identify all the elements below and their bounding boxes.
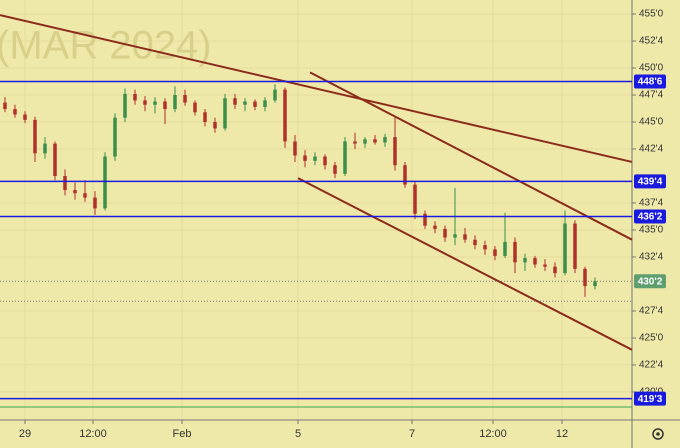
- y-tick-label: 435'0: [639, 225, 664, 236]
- candle-body: [493, 249, 497, 256]
- y-tick-label: 455'0: [639, 9, 664, 20]
- candle-body: [13, 109, 17, 115]
- candle-body: [423, 213, 427, 226]
- candle-body: [323, 156, 327, 166]
- candle-body: [363, 139, 367, 144]
- level-label: 439'4: [638, 177, 663, 188]
- x-tick-label: 7: [409, 428, 415, 440]
- candle-body: [453, 234, 457, 238]
- candle-body: [343, 141, 347, 174]
- candle-body: [23, 114, 27, 120]
- candle-body: [373, 139, 377, 143]
- candle-body: [203, 112, 207, 123]
- y-tick-label: 450'0: [639, 63, 664, 74]
- candle-body: [523, 258, 527, 263]
- candle-body: [123, 93, 127, 118]
- candle-body: [353, 141, 357, 144]
- x-tick-label: 12:00: [479, 428, 507, 440]
- y-tick-label: 447'4: [639, 90, 664, 101]
- candle-body: [3, 102, 7, 110]
- candle-body: [553, 266, 557, 274]
- candle-body: [143, 100, 147, 105]
- y-tick-label: 432'4: [639, 252, 664, 263]
- candle-body: [563, 223, 567, 274]
- level-label-box: [634, 174, 666, 189]
- candle-body: [463, 234, 467, 240]
- candle-body: [543, 264, 547, 267]
- candle-body: [333, 165, 337, 174]
- candle-body: [93, 197, 97, 209]
- last-price-label: 430'2: [638, 276, 663, 287]
- candle-body: [393, 137, 397, 166]
- y-tick-label: 452'4: [639, 36, 664, 47]
- candle-body: [473, 239, 477, 246]
- candle-body: [283, 89, 287, 142]
- watermark: (MAR 2024): [0, 24, 212, 68]
- level-label-box: [634, 391, 666, 406]
- candle-body: [513, 241, 517, 263]
- candle-body: [193, 102, 197, 113]
- candle-body: [413, 184, 417, 214]
- level-label: 419'3: [638, 394, 663, 405]
- candle-body: [113, 117, 117, 157]
- y-tick-label: 425'0: [639, 333, 664, 344]
- gear-icon[interactable]: [652, 428, 664, 440]
- candle-body: [483, 245, 487, 250]
- candle-body: [153, 101, 157, 105]
- candle-body: [583, 268, 587, 287]
- candle-body: [433, 225, 437, 229]
- level-label: 448'6: [638, 77, 663, 88]
- candle-body: [73, 190, 77, 194]
- candle-body: [183, 95, 187, 103]
- level-label-box: [634, 209, 666, 224]
- candle-body: [83, 193, 87, 198]
- x-tick-label: 12: [556, 428, 568, 440]
- candle-body: [593, 281, 597, 287]
- candle-body: [443, 228, 447, 238]
- settings-button[interactable]: [652, 428, 664, 440]
- candle-body: [173, 95, 177, 110]
- candle-body: [53, 143, 57, 176]
- grid: [0, 0, 632, 420]
- candle-body: [503, 241, 507, 256]
- candle-body: [293, 141, 297, 156]
- candle-body: [303, 155, 307, 161]
- candle-body: [243, 101, 247, 105]
- candle-body: [313, 156, 317, 161]
- candle-body: [403, 165, 407, 185]
- candle-body: [133, 93, 137, 101]
- candle-body: [253, 101, 257, 107]
- candle-body: [43, 143, 47, 154]
- y-tick-label: 427'4: [639, 306, 664, 317]
- trend-line: [309, 71, 633, 241]
- last-price-box: [634, 274, 666, 289]
- trend-line: [297, 177, 633, 351]
- x-tick-label: 12:00: [79, 428, 107, 440]
- level-label: 436'2: [638, 212, 663, 223]
- y-tick-label: 422'4: [639, 360, 664, 371]
- candle-body: [33, 119, 37, 154]
- candle-body: [263, 100, 267, 107]
- x-tick-label: 5: [295, 428, 301, 440]
- candle-body: [63, 175, 67, 191]
- trend-line: [0, 14, 633, 163]
- candle-body: [213, 122, 217, 129]
- candle-body: [103, 156, 107, 209]
- x-tick-label: Feb: [173, 428, 192, 440]
- candle-body: [233, 98, 237, 105]
- level-label-box: [634, 74, 666, 89]
- y-tick-label: 445'0: [639, 117, 664, 128]
- candle-body: [533, 258, 537, 265]
- y-tick-label: 442'4: [639, 144, 664, 155]
- candle-body: [163, 101, 167, 110]
- candle-body: [223, 98, 227, 129]
- candle-body: [383, 137, 387, 143]
- candle-body: [273, 89, 277, 101]
- gear-center[interactable]: [656, 432, 660, 436]
- candle-body: [573, 223, 577, 269]
- y-tick-label: 437'4: [639, 198, 664, 209]
- x-tick-label: 29: [19, 428, 31, 440]
